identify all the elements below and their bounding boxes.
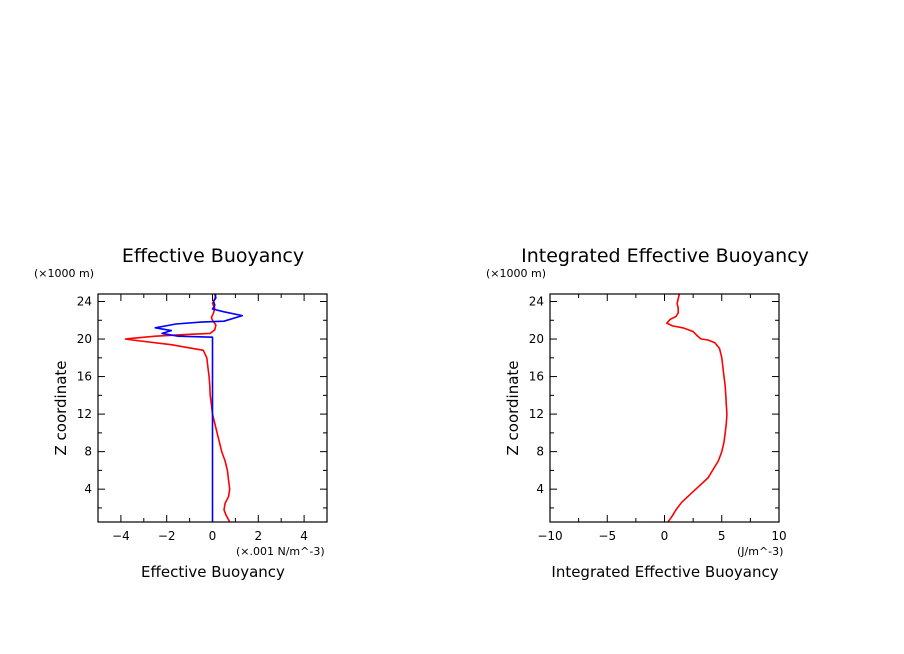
chart-1-plot-frame	[97, 293, 328, 523]
chart-2-title: Integrated Effective Buoyancy	[521, 245, 809, 267]
chart-1: Effective Buoyancy (×1000 m) Z coordinat…	[34, 245, 328, 581]
chart-2-ticks: −10 −5 0 5 10 4 8 12 16 20 24	[529, 294, 787, 543]
x-tick-label: 5	[718, 529, 726, 543]
y-tick-label: 4	[84, 482, 92, 496]
chart-2-series	[666, 293, 728, 523]
x-tick-label: 4	[300, 529, 308, 543]
chart-1-y-units: (×1000 m)	[34, 267, 94, 280]
x-tick-label: 0	[661, 529, 669, 543]
chart-1-x-label: Effective Buoyancy	[141, 563, 285, 581]
chart-1-title: Effective Buoyancy	[122, 245, 304, 267]
x-tick-label: 10	[771, 529, 786, 543]
chart-2-x-label: Integrated Effective Buoyancy	[551, 563, 778, 581]
x-tick-label: −2	[158, 529, 176, 543]
y-tick-label: 20	[529, 332, 544, 346]
chart-1-series	[124, 293, 244, 523]
y-tick-label: 8	[536, 445, 544, 459]
y-tick-label: 4	[536, 482, 544, 496]
x-tick-label: −10	[537, 529, 562, 543]
series-line-1	[666, 293, 728, 523]
series-line-2	[154, 293, 244, 522]
y-tick-label: 8	[84, 445, 92, 459]
y-tick-label: 12	[529, 407, 544, 421]
chart-2-y-units: (×1000 m)	[486, 267, 546, 280]
y-tick-label: 24	[529, 295, 544, 309]
chart-2-plot-frame	[549, 293, 780, 523]
y-tick-label: 24	[77, 295, 92, 309]
x-tick-label: −5	[598, 529, 616, 543]
y-tick-label: 16	[529, 370, 544, 384]
chart-2: Integrated Effective Buoyancy (×1000 m) …	[486, 245, 809, 581]
x-tick-label: 2	[254, 529, 262, 543]
x-tick-label: 0	[209, 529, 217, 543]
y-tick-label: 16	[77, 370, 92, 384]
y-tick-label: 12	[77, 407, 92, 421]
chart-2-y-label: Z coordinate	[504, 360, 522, 455]
chart-1-x-units: (×.001 N/m^-3)	[236, 545, 325, 558]
series-line-1	[124, 293, 231, 523]
chart-1-y-label: Z coordinate	[52, 360, 70, 455]
x-tick-label: −4	[112, 529, 130, 543]
chart-2-x-units: (J/m^-3)	[737, 545, 783, 558]
y-tick-label: 20	[77, 332, 92, 346]
